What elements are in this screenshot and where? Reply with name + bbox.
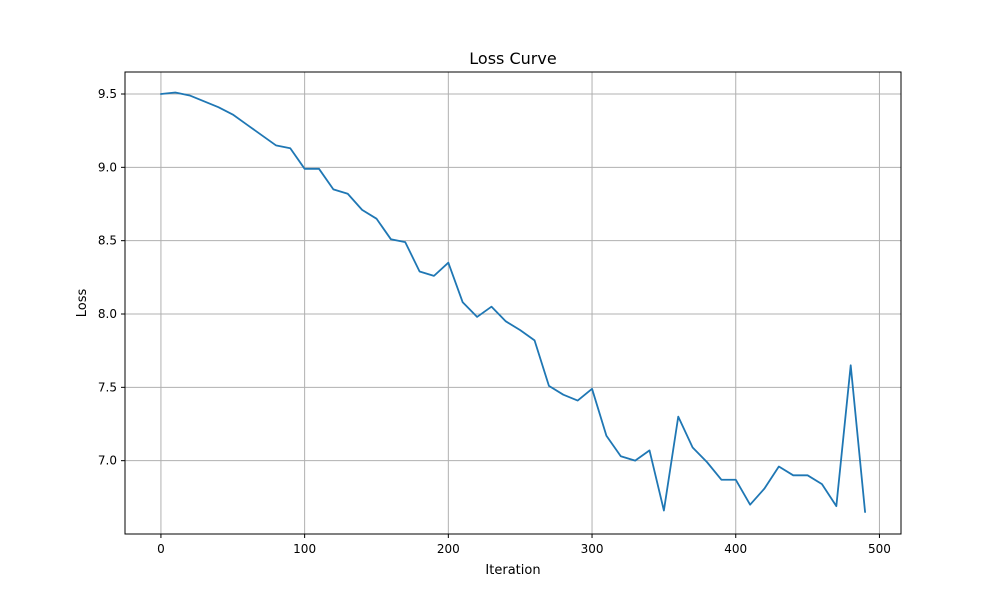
y-tick-label: 8.0 [98,307,117,321]
y-axis-label: Loss [75,289,90,318]
x-tick-label: 500 [868,542,891,556]
axis-ticks: 0 100 200 300 400 500 7.0 7.5 8.0 8.5 9.0 9.5 [98,87,891,556]
y-tick-label: 7.5 [98,380,117,394]
plot-frame [124,71,902,535]
x-tick-label: 0 [157,542,165,556]
chart-title: Loss Curve [469,49,556,68]
y-tick-label: 7.0 [98,454,117,468]
series-layer [160,91,866,513]
y-tick-label: 9.0 [98,160,117,174]
x-tick-label: 400 [724,542,747,556]
x-tick-label: 300 [581,542,604,556]
y-tick-label: 9.5 [98,87,117,101]
x-tick-label: 100 [293,542,316,556]
y-tick-label: 8.5 [98,234,117,248]
x-axis-label: Iteration [485,563,540,578]
x-tick-label: 200 [437,542,460,556]
loss-series-line [160,91,866,513]
grid-lines [125,72,901,534]
